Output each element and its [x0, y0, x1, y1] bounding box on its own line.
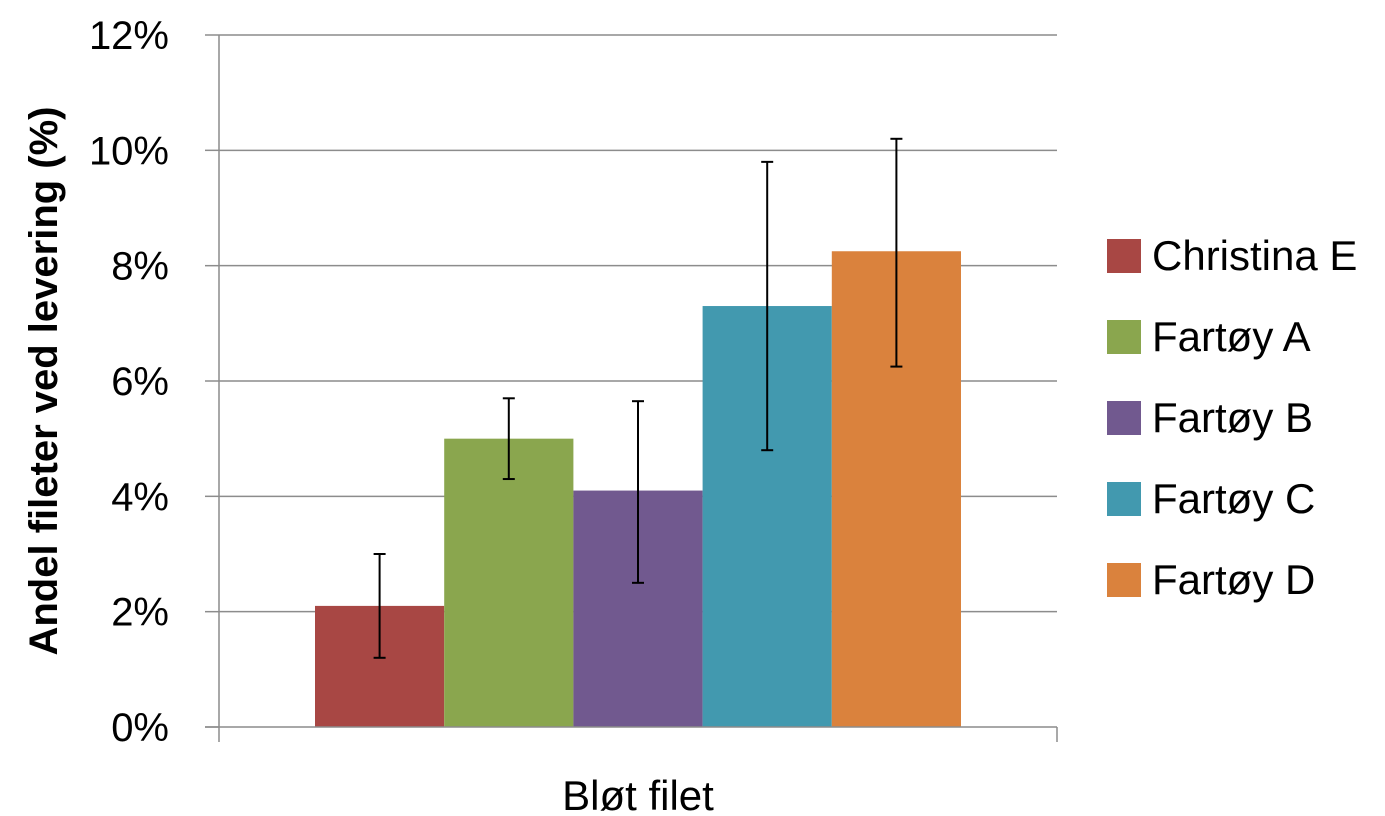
- bars: [315, 251, 961, 727]
- legend-swatch: [1107, 239, 1141, 273]
- legend: Christina E Fartøy A Fartøy B Fartøy C Fartø…: [1107, 232, 1357, 603]
- y-tick-label: 8%: [111, 245, 169, 289]
- legend-swatch: [1107, 320, 1141, 354]
- legend-label: Christina E: [1152, 232, 1357, 279]
- legend-swatch: [1107, 401, 1141, 435]
- bar: [444, 438, 574, 727]
- y-tick-label: 2%: [111, 591, 169, 635]
- y-tick-label: 4%: [111, 475, 169, 519]
- y-axis-title: Andel fileter ved levering (%): [22, 106, 66, 655]
- x-category-label: Bløt filet: [562, 772, 714, 816]
- legend-swatch: [1107, 482, 1141, 516]
- legend-label: Fartøy C: [1152, 475, 1315, 522]
- y-tick-label: 10%: [89, 129, 169, 173]
- y-tick-label: 12%: [89, 14, 169, 58]
- axes: 0% 2% 4% 6% 8% 10% 12% Bløt filet: [89, 14, 1058, 816]
- legend-label: Fartøy B: [1152, 394, 1313, 441]
- legend-swatch: [1107, 563, 1141, 597]
- y-tick-label: 0%: [111, 706, 169, 750]
- y-tick-label: 6%: [111, 360, 169, 404]
- legend-label: Fartøy D: [1152, 556, 1315, 603]
- error-bars: [373, 137, 903, 659]
- legend-label: Fartøy A: [1152, 313, 1311, 360]
